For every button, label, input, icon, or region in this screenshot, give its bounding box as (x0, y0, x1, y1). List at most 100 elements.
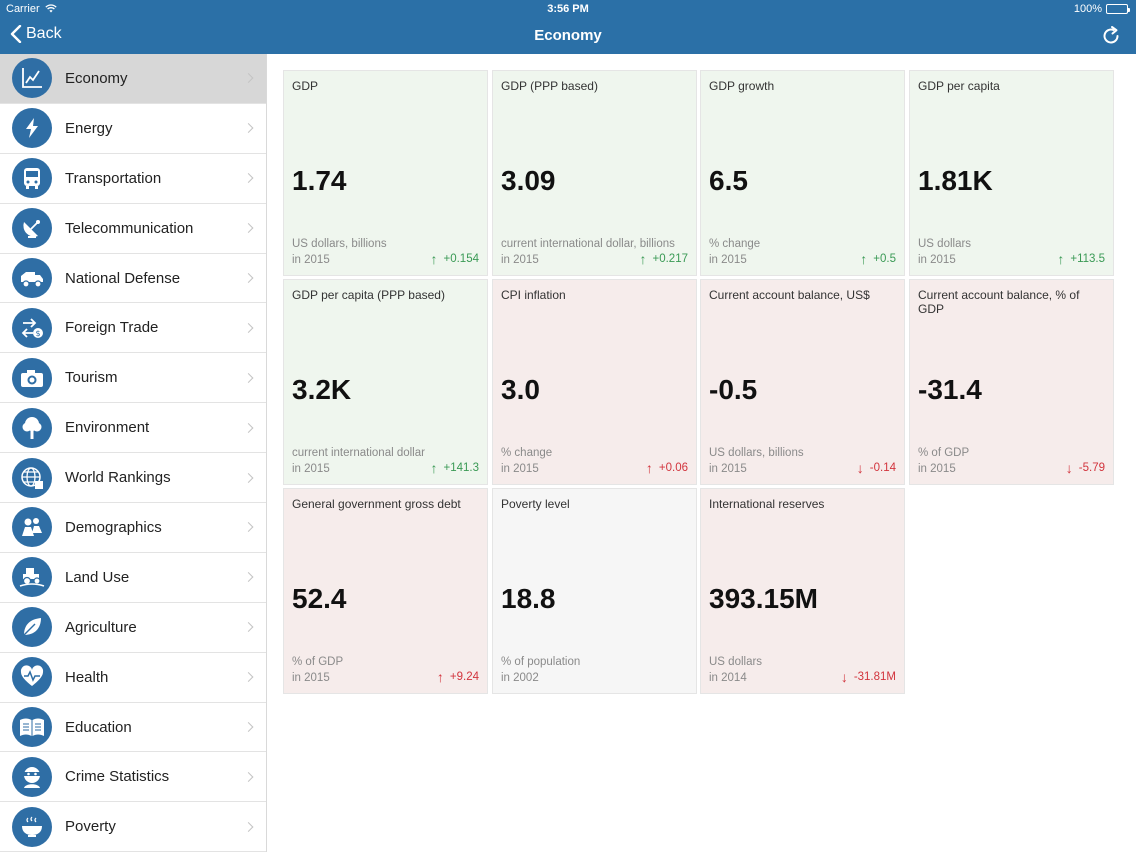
sidebar-item-demographics[interactable]: Demographics (0, 503, 266, 553)
card-year: in 2015 (709, 254, 747, 266)
chevron-right-icon (243, 173, 254, 184)
card-year: in 2015 (292, 254, 330, 266)
sidebar-item-agriculture[interactable]: Agriculture (0, 603, 266, 653)
exchange-icon: $ (12, 307, 52, 348)
robber-icon (12, 756, 52, 797)
camera-icon (12, 357, 52, 398)
sidebar-item-label: National Defense (65, 269, 181, 287)
battery-icon (1106, 4, 1130, 14)
indicator-card-gdp-growth[interactable]: GDP growth 6.5 % change in 2015 ↑ +0.5 (700, 70, 905, 276)
back-button[interactable]: Back (10, 25, 62, 43)
card-title: GDP growth (709, 79, 775, 93)
arrow-icon: ↑ (430, 460, 438, 476)
sidebar-item-label: Energy (65, 119, 113, 137)
sidebar-item-label: Tourism (65, 369, 118, 387)
sidebar-item-transportation[interactable]: Transportation (0, 154, 266, 204)
status-bar: Carrier 3:56 PM 100% (0, 0, 1136, 18)
indicator-card-current-account-gdp[interactable]: Current account balance, % of GDP -31.4 … (909, 279, 1114, 485)
chevron-right-icon (243, 672, 254, 683)
sidebar-item-foreign-trade[interactable]: $ Foreign Trade (0, 303, 266, 354)
card-unit: % of GDP (292, 656, 344, 668)
chevron-right-icon (243, 422, 254, 433)
sidebar-item-environment[interactable]: Environment (0, 403, 266, 454)
sidebar-item-telecommunication[interactable]: Telecommunication (0, 204, 266, 254)
indicator-card-gdp[interactable]: GDP 1.74 US dollars, billions in 2015 ↑ +… (283, 70, 488, 276)
sidebar-item-economy[interactable]: Economy (0, 54, 266, 104)
bowl-icon (12, 806, 52, 847)
military-truck-icon (12, 258, 52, 298)
book-icon (12, 707, 52, 748)
card-value: 3.09 (501, 165, 556, 196)
card-year: in 2015 (918, 463, 956, 475)
card-value: 3.0 (501, 374, 540, 405)
card-year: in 2002 (501, 672, 539, 684)
sidebar-item-label: Demographics (65, 518, 162, 536)
sidebar-item-tourism[interactable]: Tourism (0, 353, 266, 404)
chevron-right-icon (243, 472, 254, 483)
card-change: ↑ +113.5 (1057, 251, 1105, 267)
navigation-bar: Back Economy (0, 18, 1136, 54)
sidebar-item-label: Education (65, 718, 132, 736)
chevron-right-icon (243, 572, 254, 583)
card-unit: US dollars (918, 238, 972, 250)
page-title: Economy (534, 27, 602, 44)
indicator-card-gdp-per-capita[interactable]: GDP per capita 1.81K US dollars in 2015 … (909, 70, 1114, 276)
top-bar: Carrier 3:56 PM 100% Back Economy (0, 0, 1136, 54)
sidebar-item-land-use[interactable]: Land Use (0, 553, 266, 603)
chevron-right-icon (243, 821, 254, 832)
sidebar-item-label: Land Use (65, 568, 130, 586)
card-title: Current account balance, % of GDP (918, 288, 1080, 316)
card-change: ↑ +0.217 (640, 252, 689, 266)
card-unit: % change (501, 447, 553, 459)
leaf-icon (12, 607, 52, 648)
sidebar-item-energy[interactable]: Energy (0, 104, 266, 154)
globe-icon (12, 457, 52, 498)
card-year: in 2015 (292, 672, 330, 684)
sidebar-item-label: Agriculture (65, 618, 137, 636)
sidebar-item-world-rankings[interactable]: World Rankings (0, 453, 266, 504)
card-value: 18.8 (501, 583, 556, 614)
battery-percent: 100% (1073, 3, 1102, 15)
card-unit: % of GDP (918, 447, 970, 459)
battery-indicator: 100% (1073, 3, 1130, 15)
indicator-card-gdp-ppp[interactable]: GDP (PPP based) 3.09 current internation… (492, 70, 697, 276)
sidebar-item-label: Economy (65, 69, 128, 87)
card-year: in 2015 (709, 463, 747, 475)
sidebar-item-health[interactable]: Health (0, 653, 266, 703)
sidebar-item-education[interactable]: Education (0, 703, 266, 753)
card-value: -31.4 (918, 374, 982, 405)
arrow-icon: ↓ (840, 669, 848, 685)
arrow-icon: ↓ (856, 460, 864, 476)
sidebar-item-national-defense[interactable]: National Defense (0, 254, 266, 304)
card-title: GDP per capita (918, 79, 1000, 93)
change-value: -31.81M (853, 671, 896, 683)
card-value: -0.5 (709, 374, 758, 405)
indicator-card-cpi-inflation[interactable]: CPI inflation 3.0 % change in 2015 ↑ +0.0… (492, 279, 697, 485)
sidebar-item-poverty[interactable]: Poverty (0, 802, 266, 852)
arrow-icon: ↑ (1057, 251, 1065, 267)
card-title: GDP (292, 79, 319, 93)
refresh-icon[interactable] (1100, 25, 1122, 47)
lightning-icon (12, 108, 52, 149)
sidebar-item-label: Crime Statistics (65, 768, 170, 786)
card-value: 1.81K (918, 165, 993, 196)
indicator-card-government-debt[interactable]: General government gross debt 52.4 % of … (283, 488, 488, 694)
carrier-label: Carrier (6, 3, 57, 15)
bus-icon (12, 158, 52, 199)
card-change: ↓ -0.14 (856, 460, 896, 476)
indicator-card-current-account-usd[interactable]: Current account balance, US$ -0.5 US dol… (700, 279, 905, 485)
indicator-card-poverty-level[interactable]: Poverty level 18.8 % of population in 20… (492, 488, 697, 694)
indicator-card-international-reserves[interactable]: International reserves 393.15M US dollar… (700, 488, 905, 694)
chevron-right-icon (243, 722, 254, 732)
card-value: 6.5 (709, 165, 748, 196)
card-value: 3.2K (292, 374, 352, 405)
chevron-right-icon (243, 322, 254, 333)
chevron-right-icon (243, 771, 254, 782)
card-title: General government gross debt (292, 497, 461, 511)
carrier-text: Carrier (6, 3, 40, 15)
card-title: GDP per capita (PPP based) (292, 288, 445, 302)
card-title: CPI inflation (501, 288, 566, 302)
sidebar-item-label: Transportation (65, 169, 162, 187)
indicator-card-gdp-per-capita-ppp[interactable]: GDP per capita (PPP based) 3.2K current … (283, 279, 488, 485)
sidebar-item-crime-statistics[interactable]: Crime Statistics (0, 752, 266, 803)
